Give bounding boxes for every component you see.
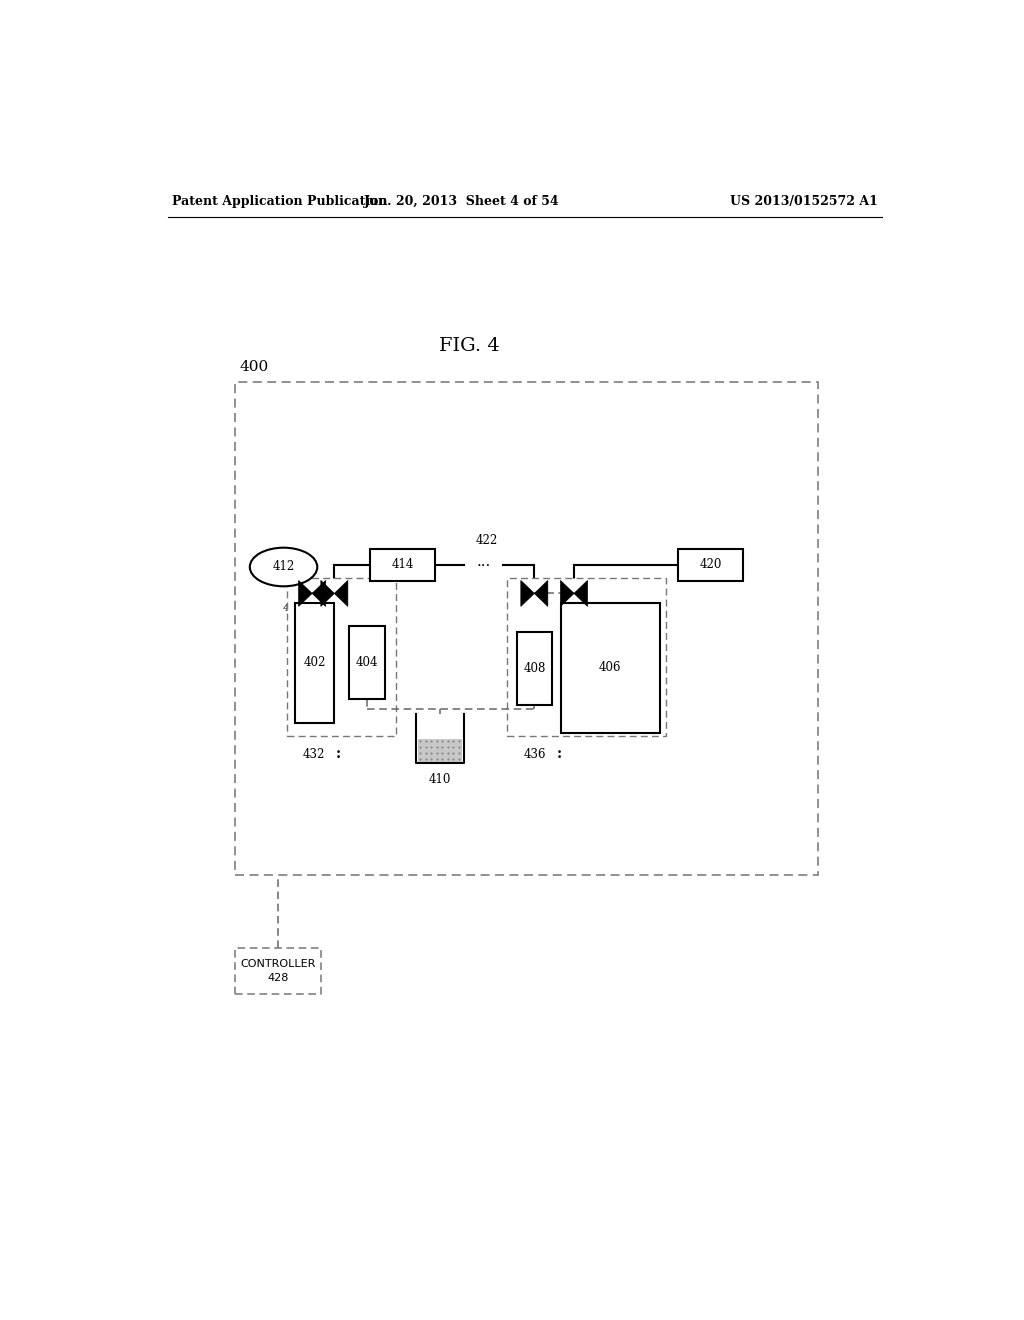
Bar: [370, 549, 435, 581]
Polygon shape: [312, 581, 326, 606]
Bar: [517, 632, 552, 705]
Polygon shape: [299, 581, 312, 606]
Text: :: :: [556, 747, 561, 762]
Polygon shape: [334, 581, 348, 606]
Bar: [287, 578, 396, 735]
Polygon shape: [321, 581, 334, 606]
Text: 414: 414: [391, 558, 414, 572]
Text: 408: 408: [523, 663, 546, 675]
Bar: [348, 626, 385, 700]
Text: 416: 416: [283, 603, 303, 612]
Ellipse shape: [250, 548, 317, 586]
Bar: [507, 578, 666, 735]
Bar: [236, 948, 321, 994]
Polygon shape: [535, 581, 548, 606]
Text: US 2013/0152572 A1: US 2013/0152572 A1: [730, 194, 878, 207]
Text: 402: 402: [303, 656, 326, 669]
Text: Patent Application Publication: Patent Application Publication: [172, 194, 387, 207]
Text: 436: 436: [523, 747, 546, 760]
Bar: [678, 549, 743, 581]
Bar: [295, 602, 334, 722]
Text: FIG. 4: FIG. 4: [439, 338, 500, 355]
Text: 432: 432: [303, 747, 325, 760]
Bar: [236, 381, 818, 875]
Text: 422: 422: [475, 533, 498, 546]
Text: 424: 424: [508, 603, 528, 612]
Text: CONTROLLER
428: CONTROLLER 428: [241, 960, 315, 983]
Text: :: :: [336, 747, 341, 762]
Text: 410: 410: [429, 774, 452, 785]
Text: 400: 400: [240, 360, 268, 374]
Text: Jun. 20, 2013  Sheet 4 of 54: Jun. 20, 2013 Sheet 4 of 54: [364, 194, 559, 207]
Text: 418: 418: [338, 603, 357, 612]
Text: ...: ...: [476, 554, 490, 569]
Polygon shape: [560, 581, 574, 606]
Text: 406: 406: [599, 661, 622, 675]
Text: 404: 404: [355, 656, 378, 669]
Bar: [418, 739, 462, 763]
Bar: [560, 602, 659, 733]
Text: 426: 426: [578, 603, 597, 612]
Text: 412: 412: [272, 561, 295, 573]
Polygon shape: [574, 581, 588, 606]
Polygon shape: [521, 581, 535, 606]
Text: 420: 420: [699, 558, 722, 572]
